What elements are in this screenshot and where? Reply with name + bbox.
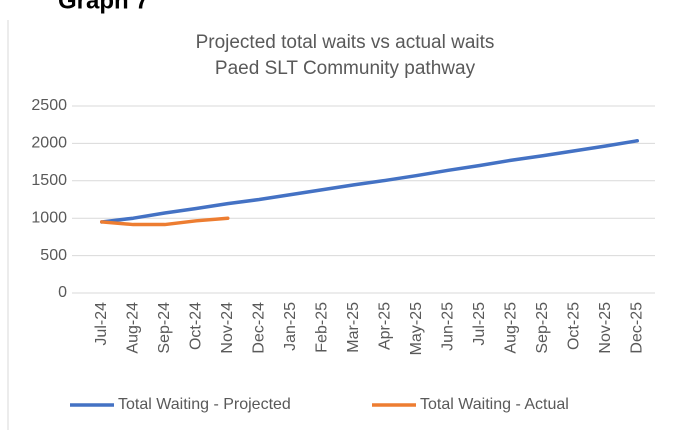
- x-tick-label: Sep-25: [534, 302, 551, 354]
- y-tick-label: 500: [40, 247, 67, 264]
- x-tick-label: May-25: [408, 302, 425, 355]
- series-line: [100, 139, 639, 224]
- x-tick-label: Oct-24: [187, 302, 204, 350]
- x-tick-label: Sep-24: [156, 302, 173, 354]
- x-tick-label: Dec-24: [250, 302, 267, 354]
- x-tick-label: Apr-25: [376, 302, 393, 350]
- series-line: [100, 216, 230, 227]
- y-tick-label: 2000: [31, 135, 67, 152]
- x-tick-label: Jan-25: [282, 302, 299, 351]
- x-tick-label: Aug-24: [124, 302, 141, 354]
- x-tick-label: Dec-25: [628, 302, 645, 354]
- y-tick-label: 2500: [31, 97, 67, 114]
- x-tick-label: Nov-25: [597, 302, 614, 354]
- chart-subtitle: Paed SLT Community pathway: [215, 58, 476, 79]
- x-tick-label: Aug-25: [502, 302, 519, 354]
- heading: Graph 7: [58, 0, 149, 14]
- x-tick-label: Jun-25: [439, 302, 456, 351]
- x-tick-label: Jul-25: [471, 302, 488, 346]
- chart-title: Projected total waits vs actual waits: [196, 32, 495, 53]
- x-tick-label: Jul-24: [93, 302, 110, 346]
- x-tick-label: Feb-25: [313, 302, 330, 353]
- legend-label: Total Waiting - Projected: [118, 396, 291, 413]
- x-tick-label: Mar-25: [345, 302, 362, 353]
- y-tick-label: 1500: [31, 172, 67, 189]
- y-tick-label: 1000: [31, 209, 67, 226]
- y-tick-label: 0: [58, 284, 67, 301]
- x-tick-label: Nov-24: [219, 302, 236, 354]
- x-tick-label: Oct-25: [565, 302, 582, 350]
- legend-label: Total Waiting - Actual: [420, 396, 569, 413]
